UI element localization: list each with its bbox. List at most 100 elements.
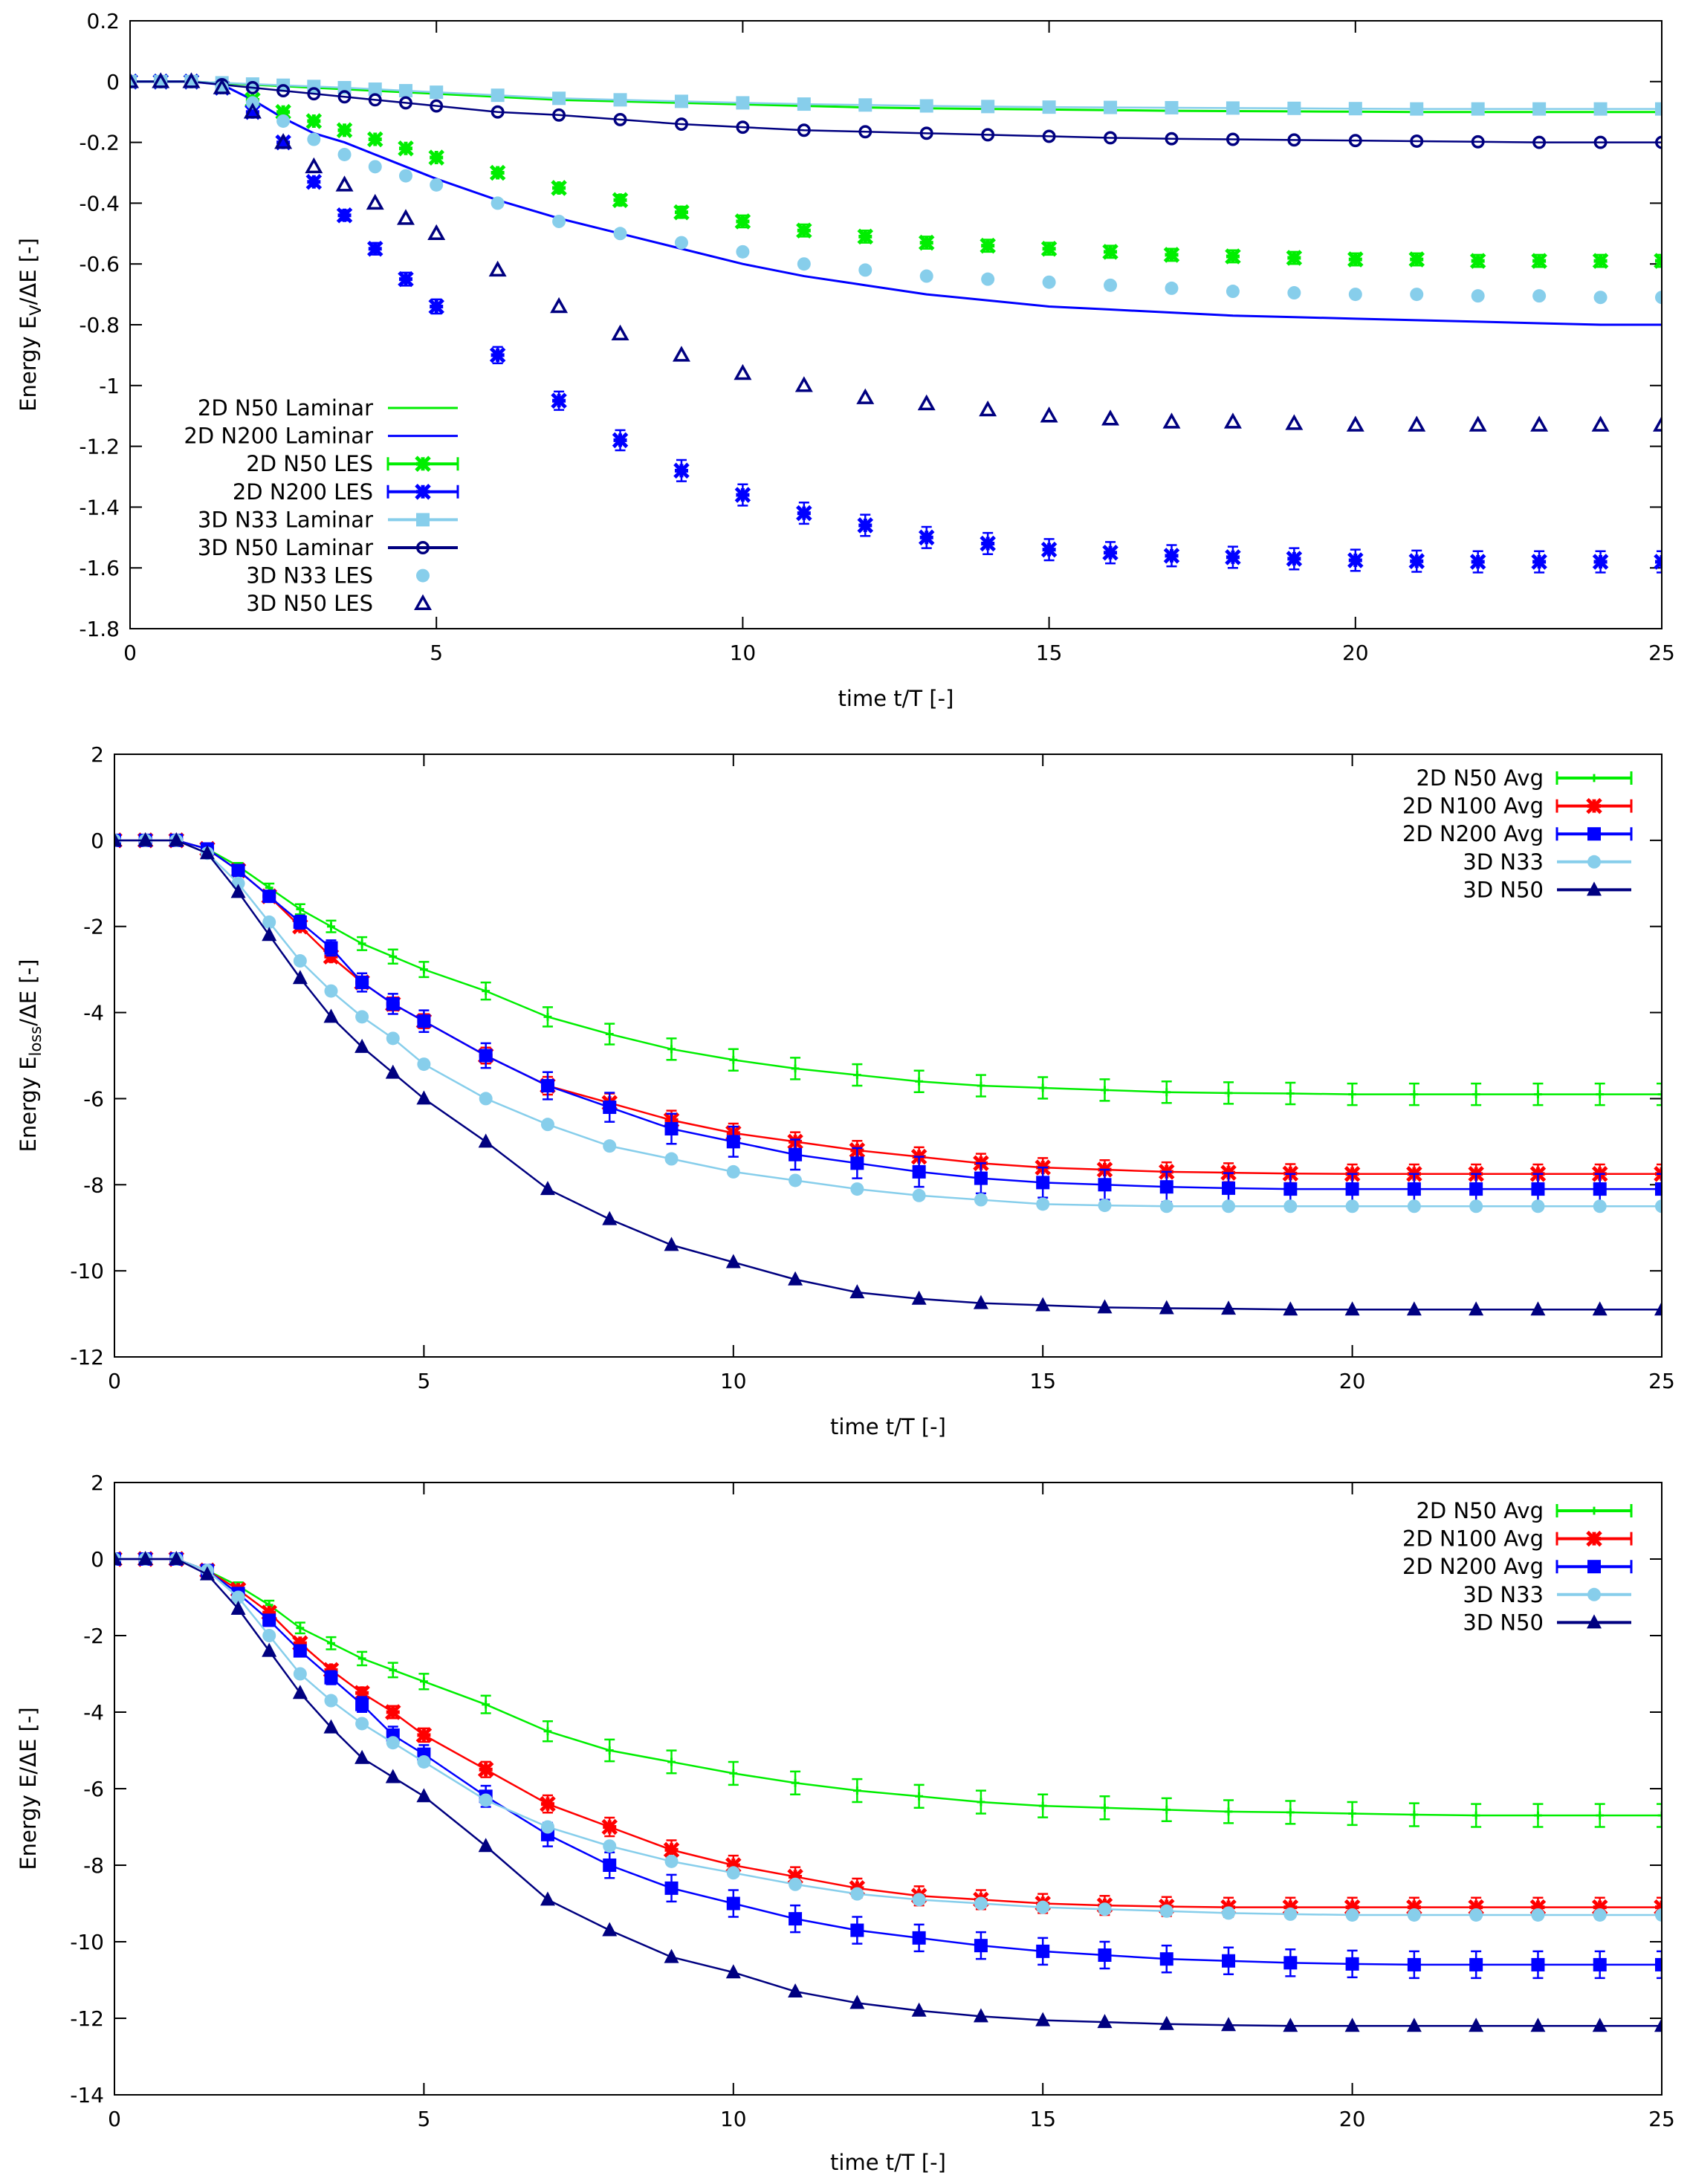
data-point: [1159, 1904, 1173, 1918]
data-point: [673, 462, 690, 479]
series-2d-n50-avg: [114, 836, 1662, 1106]
data-point: [323, 1719, 339, 1734]
data-point: [1035, 2012, 1051, 2026]
y-tick-label: -6: [83, 1086, 104, 1111]
data-point: [368, 160, 382, 174]
data-point: [911, 2002, 927, 2017]
series-line: [114, 839, 1662, 1208]
y-tick-label: -10: [70, 1259, 104, 1283]
data-point: [169, 1551, 184, 1565]
data-point: [1036, 1944, 1050, 1958]
data-point: [672, 346, 690, 362]
data-point: [1098, 1178, 1112, 1192]
data-point: [664, 1948, 679, 1963]
data-point: [1286, 250, 1303, 266]
data-point: [1410, 1810, 1419, 1819]
data-point: [734, 487, 751, 503]
legend-label: 2D N50 Avg: [1416, 765, 1544, 791]
data-point: [726, 1866, 740, 1880]
data-point: [1469, 554, 1486, 570]
data-point: [1407, 1182, 1421, 1196]
data-point: [355, 976, 369, 990]
data-point: [1040, 240, 1058, 257]
data-point: [1163, 548, 1180, 564]
y-tick-label: -1.6: [79, 556, 120, 580]
data-point: [1038, 1083, 1047, 1092]
data-point: [1097, 1299, 1113, 1314]
data-point: [736, 96, 750, 110]
data-point: [336, 122, 353, 139]
data-point: [1159, 1952, 1173, 1966]
data-point: [1101, 409, 1120, 426]
series-2d-n200-laminar: [130, 80, 1662, 326]
data-point: [245, 103, 261, 120]
data-point: [1407, 1908, 1421, 1922]
data-point: [1287, 286, 1301, 300]
data-point: [1225, 248, 1241, 265]
data-point: [1654, 2018, 1662, 2032]
data-point: [612, 192, 629, 209]
legend-error-cap: [1555, 1504, 1633, 1517]
data-point: [664, 1152, 679, 1166]
series-line: [114, 839, 1662, 1190]
data-point: [919, 269, 933, 283]
data-point: [729, 1769, 738, 1778]
x-tick-label: 10: [720, 1369, 747, 1393]
data-point: [293, 1667, 307, 1681]
data-point: [324, 1694, 338, 1708]
y-axis-label: Energy Eloss/ΔE [-]: [16, 959, 45, 1153]
data-point: [605, 1746, 614, 1754]
data-point: [275, 134, 291, 151]
series-3d-n33: [114, 1552, 1662, 1922]
data-point: [1035, 1297, 1051, 1312]
data-point: [1531, 1957, 1545, 1971]
data-point: [1657, 1811, 1662, 1820]
data-point: [114, 1551, 122, 1565]
data-point: [551, 392, 567, 409]
data-point: [1098, 1902, 1112, 1916]
data-point: [915, 1792, 924, 1801]
data-point: [1036, 1197, 1050, 1211]
data-point: [663, 1841, 680, 1859]
data-point: [354, 1685, 370, 1702]
data-point: [1286, 1808, 1295, 1817]
data-point: [355, 1010, 369, 1024]
data-point: [230, 884, 246, 898]
data-point: [335, 175, 354, 192]
data-point: [797, 123, 811, 137]
data-point: [1406, 1899, 1422, 1916]
data-point: [1657, 1090, 1662, 1099]
data-point: [489, 164, 506, 181]
legend-label: 2D N100 Avg: [1402, 794, 1544, 819]
data-point: [1592, 253, 1609, 269]
data-point: [789, 1877, 803, 1891]
data-point: [1159, 2015, 1174, 2030]
data-point: [726, 1164, 740, 1179]
y-axis-label-suffix: /ΔE [-]: [16, 1707, 41, 1774]
data-point: [1407, 1199, 1421, 1213]
data-point: [427, 224, 446, 241]
data-point: [850, 1923, 864, 1937]
data-point: [1530, 1301, 1546, 1316]
y-tick-label: -8: [83, 1853, 104, 1878]
data-point: [1345, 1182, 1359, 1196]
data-point: [1471, 289, 1485, 303]
data-point: [1226, 132, 1240, 146]
data-point: [1165, 281, 1179, 295]
data-point: [1226, 101, 1240, 115]
data-point: [1159, 1180, 1173, 1194]
series-line: [114, 839, 1662, 1095]
data-point: [540, 1181, 555, 1196]
data-point: [1223, 412, 1242, 429]
data-point: [491, 105, 505, 119]
data-point: [664, 1237, 679, 1251]
data-point: [1224, 1807, 1233, 1816]
data-point: [1283, 1301, 1298, 1316]
data-point: [977, 1081, 985, 1090]
data-point: [1531, 554, 1547, 570]
data-point: [182, 72, 201, 88]
data-point: [385, 1064, 401, 1079]
data-point: [296, 905, 305, 913]
y-tick-label: 2: [91, 742, 104, 767]
